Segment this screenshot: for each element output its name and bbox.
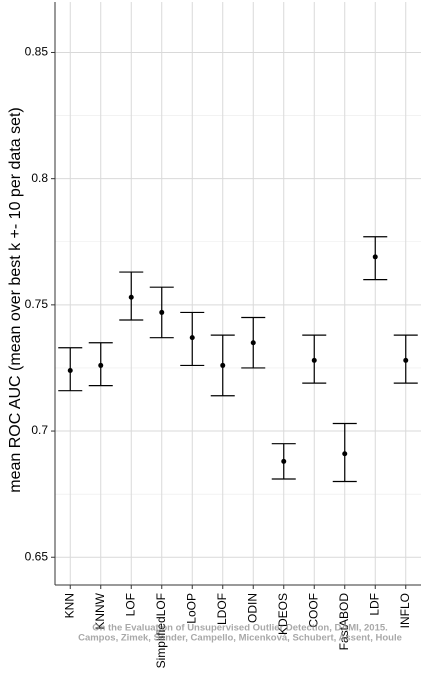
x-tick-label: LDF: [367, 593, 381, 616]
mean-point: [128, 294, 134, 300]
mean-point: [311, 357, 317, 363]
x-tick-label: FastABOD: [337, 593, 351, 651]
mean-point: [159, 309, 165, 315]
y-tick-label: 0.85: [25, 45, 49, 59]
watermark: On the Evaluation of Unsupervised Outlie…: [92, 623, 388, 634]
y-axis-label: mean ROC AUC (mean over best k +- 10 per…: [7, 107, 24, 493]
x-tick-label: SimplifiedLOF: [154, 593, 168, 668]
mean-point: [342, 451, 348, 457]
mean-point: [250, 340, 256, 346]
mean-point: [189, 335, 195, 341]
x-tick-label: KNNW: [93, 592, 107, 629]
watermark: Campos, Zimek, Sander, Campello, Micenko…: [78, 633, 402, 644]
mean-point: [403, 357, 409, 363]
x-tick-label: LDOF: [215, 593, 229, 625]
y-tick-label: 0.7: [31, 423, 48, 437]
x-tick-label: COOF: [306, 593, 320, 628]
x-tick-label: ODIN: [245, 593, 259, 623]
mean-point: [67, 367, 73, 373]
mean-point: [281, 458, 287, 464]
x-tick-label: KNN: [62, 593, 76, 618]
y-tick-label: 0.8: [31, 171, 48, 185]
x-tick-label: INFLO: [398, 593, 412, 628]
mean-point: [220, 362, 226, 368]
mean-point: [372, 254, 378, 260]
y-tick-label: 0.65: [25, 549, 49, 563]
x-tick-label: LOF: [123, 593, 137, 616]
y-tick-label: 0.75: [25, 297, 49, 311]
mean-point: [98, 362, 104, 368]
x-tick-label: KDEOS: [276, 593, 290, 635]
x-tick-label: LoOP: [184, 593, 198, 624]
